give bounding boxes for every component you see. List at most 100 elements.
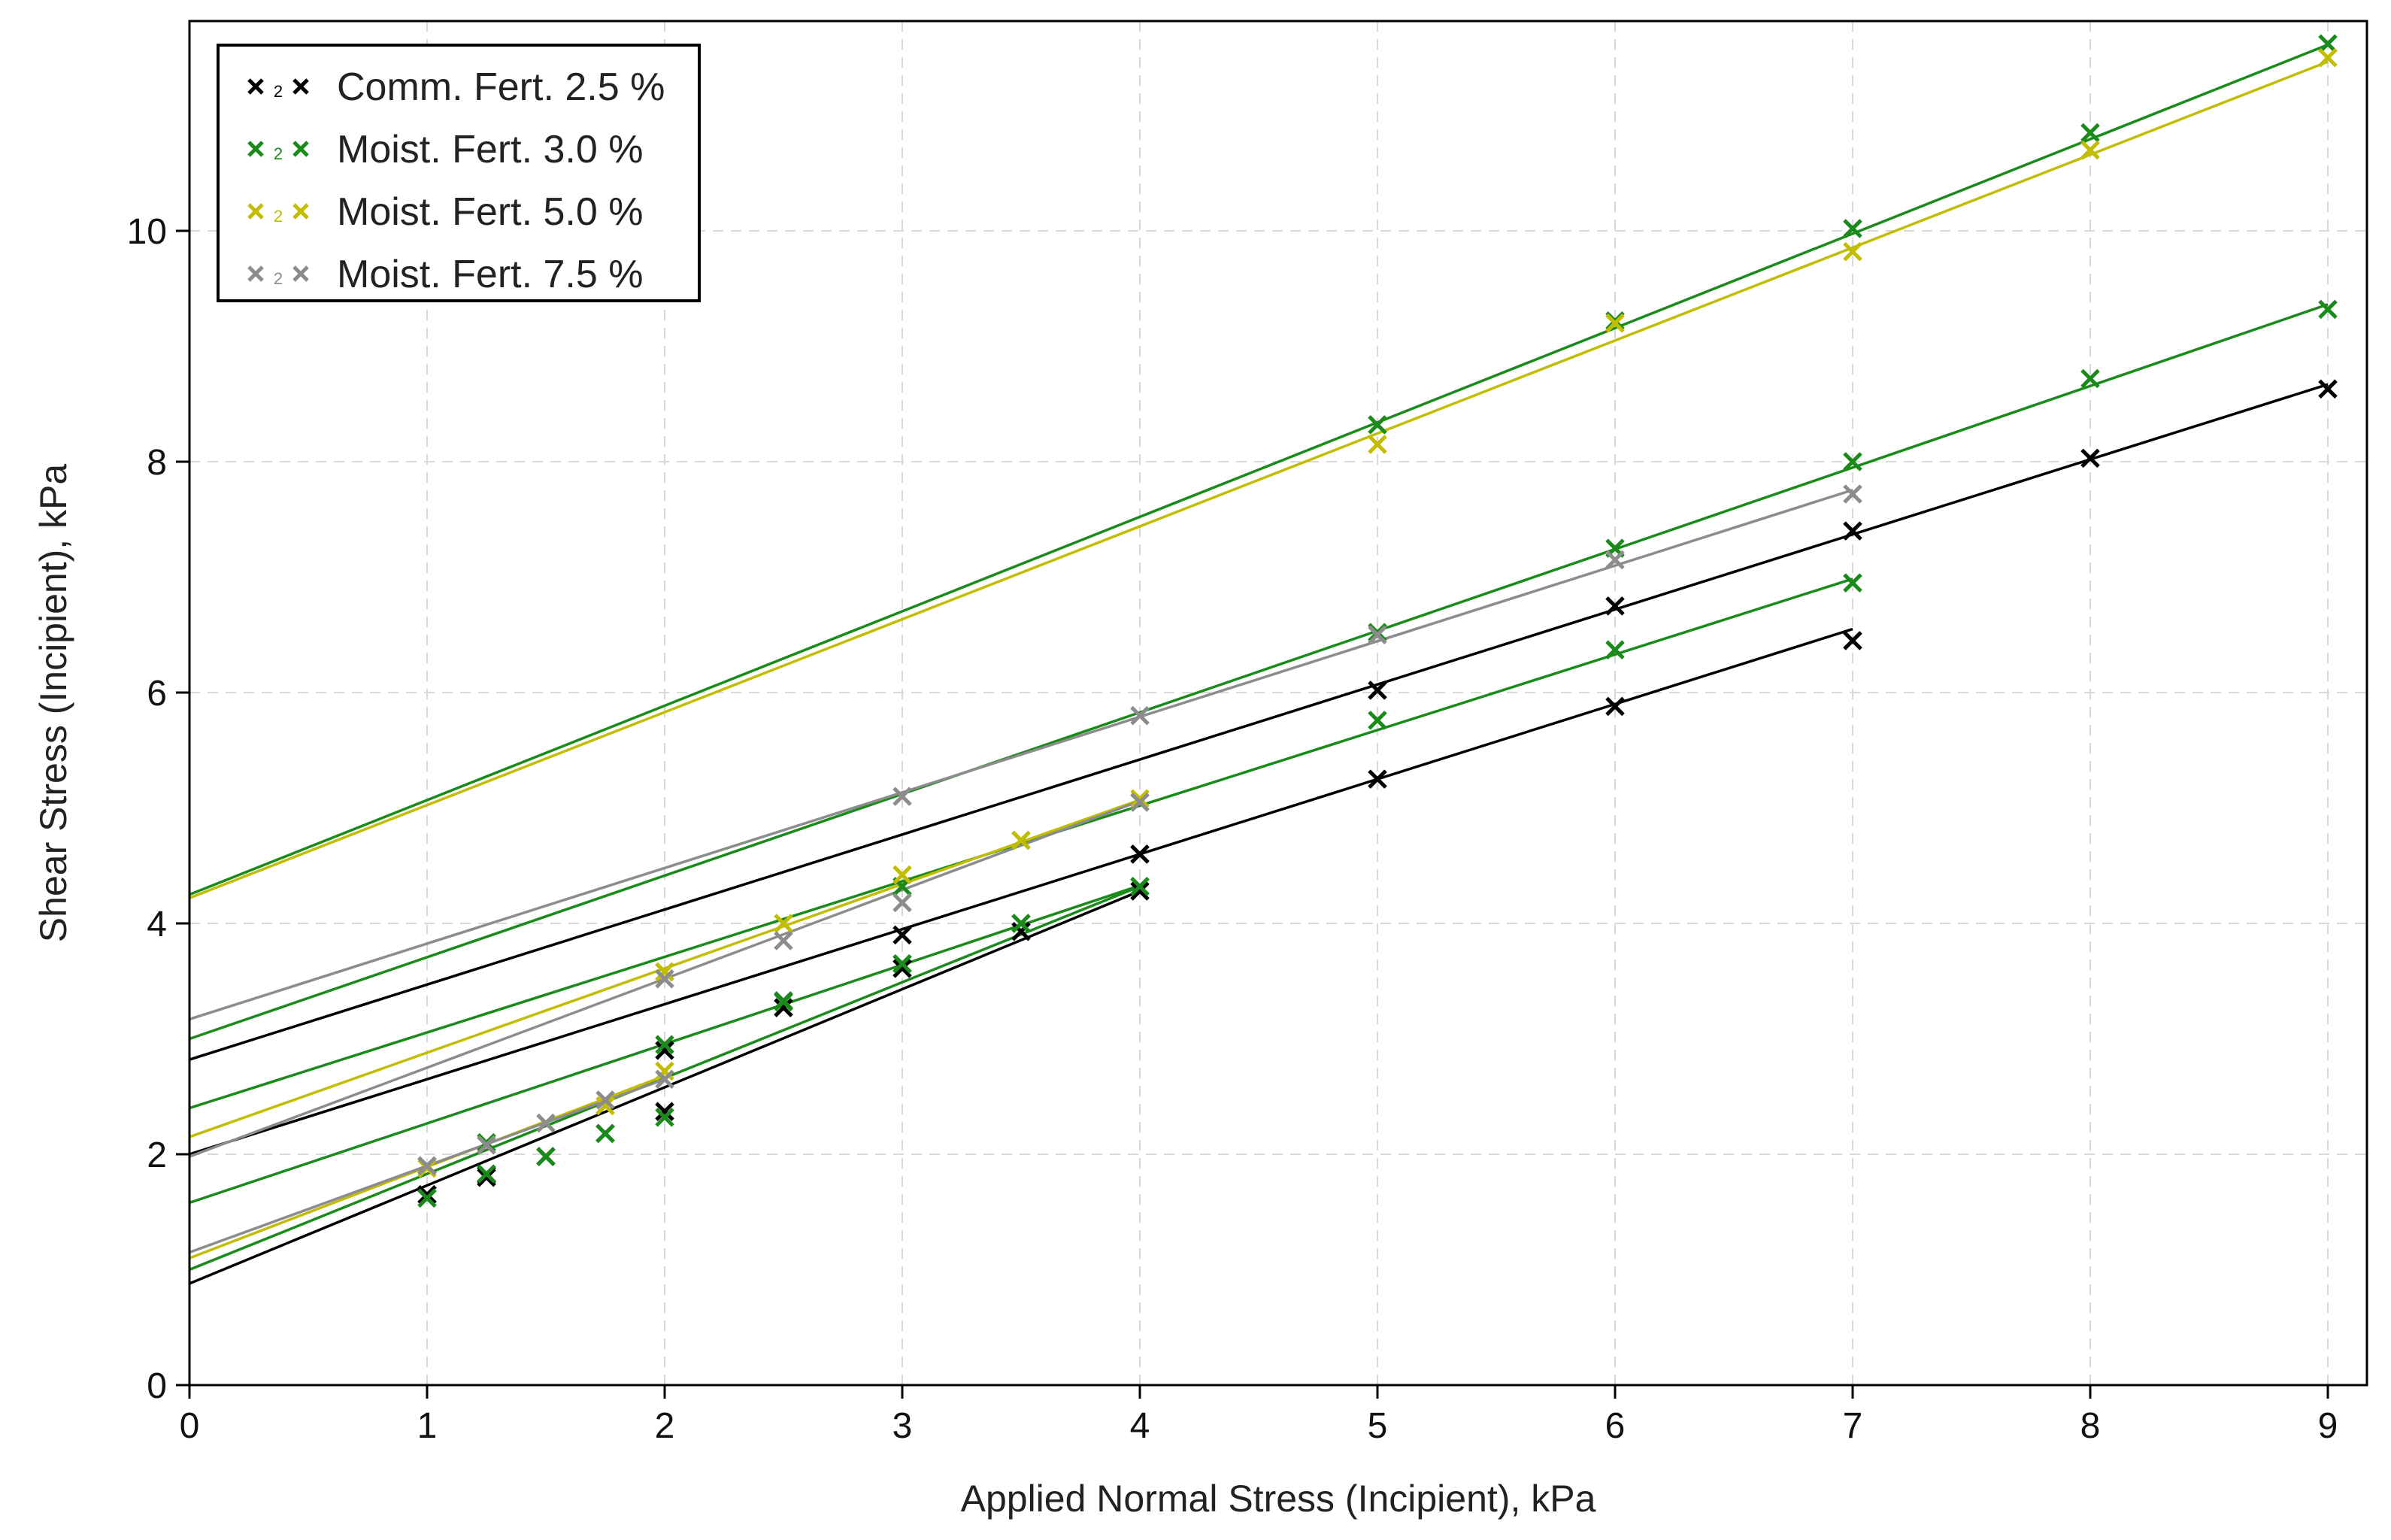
data-point-9-0 <box>655 962 674 982</box>
legend-marker-subscript-2: 2 <box>274 207 283 226</box>
fit-line-7 <box>189 43 2329 896</box>
data-point-1-6 <box>1605 696 1625 717</box>
data-point-10-1 <box>1605 314 1625 333</box>
data-point-3-3 <box>595 1123 615 1144</box>
data-point-5-6 <box>1843 573 1862 593</box>
axis-ticks: 0 1 2 3 4 5 6 7 8 9 0 2 4 6 8 10 <box>127 212 2338 1446</box>
data-point-3-4 <box>655 1108 674 1127</box>
data-point-5-4 <box>1368 711 1387 730</box>
legend-marker-right-1 <box>292 141 309 157</box>
data-point-3-0 <box>417 1188 437 1208</box>
data-point-9-1 <box>774 914 793 933</box>
x-axis-title: Applied Normal Stress (Incipient), kPa <box>961 1478 1596 1520</box>
y-tick-label-4: 8 <box>147 443 167 483</box>
data-point-0-5 <box>774 998 793 1017</box>
x-tick-label-9: 9 <box>2318 1406 2338 1446</box>
legend-entries: 2 Comm. Fert. 2.5 % 2 Moist. Fert. 3.0 % 2 Mo… <box>247 65 665 296</box>
legend-marker-subscript-3: 2 <box>274 269 283 288</box>
y-tick-label-5: 10 <box>127 212 167 252</box>
data-point-6-4 <box>2318 299 2338 320</box>
x-tick-label-6: 6 <box>1605 1406 1626 1446</box>
data-point-11-0 <box>417 1156 437 1176</box>
data-point-11-2 <box>536 1113 556 1133</box>
legend-marker-right-3 <box>292 265 309 282</box>
data-point-2-0 <box>1130 844 1150 864</box>
x-tick-label-8: 8 <box>2080 1406 2101 1446</box>
data-point-13-0 <box>892 787 912 806</box>
data-point-12-1 <box>774 931 793 950</box>
legend-marker-subscript-1: 2 <box>274 144 283 163</box>
x-tick-label-0: 0 <box>180 1406 200 1446</box>
data-point-9-4 <box>1130 789 1150 808</box>
fit-line-2 <box>189 383 2329 1061</box>
data-point-4-3 <box>774 992 793 1012</box>
data-point-0-4 <box>655 1102 674 1121</box>
y-tick-label-3: 6 <box>147 674 167 714</box>
data-point-4-4 <box>892 953 912 974</box>
data-point-4-6 <box>1130 877 1150 896</box>
data-point-3-2 <box>536 1147 556 1166</box>
data-point-0-7 <box>1011 921 1031 941</box>
data-point-6-2 <box>1843 452 1862 471</box>
data-point-0-6 <box>892 959 912 978</box>
fit-line-1 <box>189 627 1853 1156</box>
data-point-2-5 <box>2318 379 2338 399</box>
data-point-3-1 <box>477 1164 496 1184</box>
fit-line-5 <box>189 578 1853 1110</box>
data-point-7-4 <box>2318 34 2338 54</box>
data-point-13-3 <box>1605 550 1625 570</box>
data-point-1-5 <box>1368 769 1387 789</box>
fit-line-13 <box>189 488 1853 1021</box>
legend-label-1: Moist. Fert. 3.0 % <box>337 128 643 171</box>
data-point-13-2 <box>1368 625 1387 645</box>
data-point-13-1 <box>1130 705 1150 726</box>
legend-label-0: Comm. Fert. 2.5 % <box>337 65 665 109</box>
x-tick-label-7: 7 <box>1843 1406 1863 1446</box>
plot-frame <box>188 20 2368 1387</box>
data-point-2-2 <box>1605 596 1625 616</box>
data-point-1-2 <box>655 1041 674 1060</box>
data-point-11-1 <box>477 1135 496 1155</box>
data-point-4-5 <box>1011 914 1031 933</box>
legend-marker-subscript-0: 2 <box>274 82 283 101</box>
data-point-8-2 <box>595 1096 615 1116</box>
fit-line-10 <box>189 60 2329 899</box>
legend-marker-right-0 <box>292 78 309 95</box>
data-point-1-7 <box>1843 631 1862 650</box>
data-point-12-0 <box>655 969 674 989</box>
x-tick-label-3: 3 <box>892 1406 913 1446</box>
data-point-0-8 <box>1130 881 1150 901</box>
data-point-2-1 <box>1368 681 1387 700</box>
legend-marker-left-0 <box>247 78 264 95</box>
x-tick-label-1: 1 <box>417 1406 438 1446</box>
x-tick-label-4: 4 <box>1130 1406 1150 1446</box>
data-point-10-3 <box>2080 140 2100 160</box>
legend-marker-right-2 <box>292 203 309 220</box>
legend-marker-left-2 <box>247 203 264 220</box>
fit-line-6 <box>189 303 2329 1041</box>
data-point-8-3 <box>655 1061 674 1081</box>
legend-marker-left-3 <box>247 265 264 282</box>
data-point-7-0 <box>1368 415 1387 435</box>
data-point-9-3 <box>1011 830 1031 850</box>
x-tick-label-5: 5 <box>1368 1406 1388 1446</box>
data-point-2-3 <box>1843 521 1862 541</box>
data-point-10-0 <box>1368 435 1387 454</box>
data-point-7-2 <box>1843 219 1862 238</box>
data-point-6-3 <box>2080 368 2100 389</box>
data-point-12-2 <box>892 893 912 913</box>
data-point-11-3 <box>595 1090 615 1110</box>
legend: 2 Comm. Fert. 2.5 % 2 Moist. Fert. 3.0 % 2 Mo… <box>217 44 701 302</box>
data-point-1-3 <box>892 925 912 945</box>
data-point-10-4 <box>2318 47 2338 68</box>
data-point-4-2 <box>655 1035 674 1054</box>
data-point-2-4 <box>2080 448 2100 468</box>
x-tick-label-2: 2 <box>655 1406 675 1446</box>
y-tick-label-2: 4 <box>147 905 167 944</box>
data-point-1-0 <box>417 1184 437 1205</box>
legend-label-3: Moist. Fert. 7.5 % <box>337 253 643 296</box>
data-point-9-2 <box>892 865 912 885</box>
legend-label-2: Moist. Fert. 5.0 % <box>337 190 643 234</box>
